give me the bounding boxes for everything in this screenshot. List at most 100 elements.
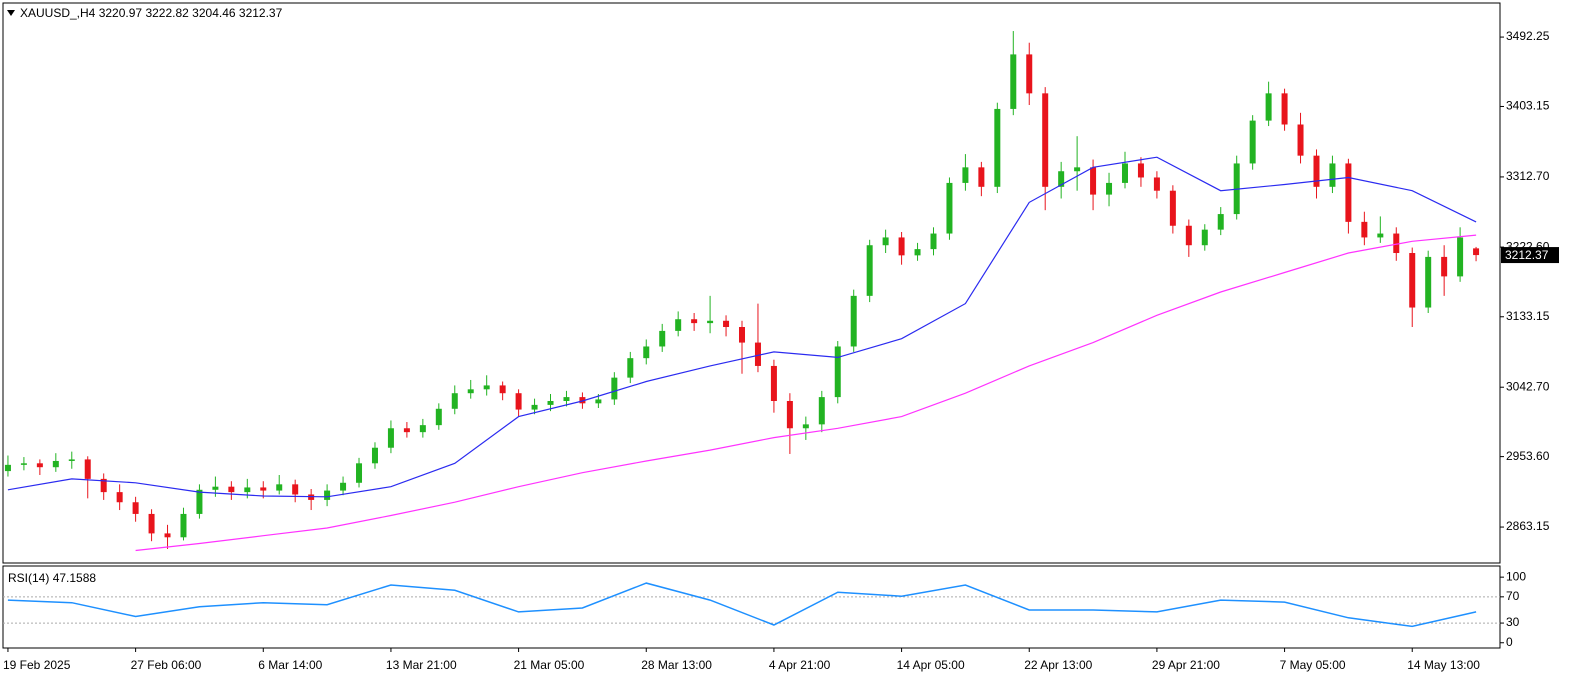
x-tick-label: 13 Mar 21:00 — [386, 658, 457, 672]
candle-body — [1409, 253, 1416, 308]
candle-body — [946, 182, 953, 234]
candle-body — [419, 425, 426, 433]
candle-body — [196, 489, 203, 514]
candle-body — [739, 327, 746, 343]
rsi-tick-label: 70 — [1506, 589, 1520, 603]
candle-body — [1185, 225, 1192, 246]
candle-body — [1329, 163, 1336, 187]
candle-body — [818, 397, 825, 425]
y-tick-label: 3492.25 — [1506, 29, 1550, 43]
candle-body — [1313, 155, 1320, 187]
candle-body — [531, 404, 538, 410]
y-tick-label: 3403.15 — [1506, 99, 1550, 113]
candle-body — [1281, 93, 1288, 125]
candle-body — [962, 167, 969, 183]
candle-body — [1425, 256, 1432, 308]
candle-body — [611, 377, 618, 400]
candle-body — [467, 389, 474, 394]
candle-body — [1297, 124, 1304, 156]
x-tick-label: 28 Mar 13:00 — [641, 658, 712, 672]
candle-body — [707, 320, 714, 324]
x-tick-label: 22 Apr 13:00 — [1024, 658, 1092, 672]
candle-body — [898, 237, 905, 256]
candle-body — [132, 502, 139, 514]
candle-body — [994, 108, 1001, 187]
axes: 3492.253403.153312.703222.603133.153042.… — [3, 29, 1559, 672]
rsi-line — [7, 582, 1477, 628]
candle-body — [1026, 54, 1033, 94]
candle-body — [36, 463, 43, 468]
candle-body — [659, 330, 666, 347]
candle-body — [627, 358, 634, 378]
candle-body — [1249, 120, 1256, 164]
x-tick-label: 19 Feb 2025 — [3, 658, 71, 672]
candle-body — [68, 459, 75, 461]
open: 3220.97 — [99, 6, 143, 20]
rsi-plot — [3, 582, 1500, 628]
candle-body — [228, 486, 235, 493]
candle-body — [371, 447, 378, 464]
moving-average — [135, 234, 1477, 552]
candle-body — [84, 459, 91, 479]
candle-body — [643, 346, 650, 359]
candle-body — [754, 342, 761, 366]
candle-body — [1074, 167, 1081, 172]
candle-body — [20, 463, 27, 465]
candle-body — [356, 463, 363, 483]
rsi-label: RSI(14) — [8, 571, 49, 585]
candle-body — [515, 393, 522, 410]
y-tick-label: 3042.70 — [1506, 379, 1550, 393]
y-tick-label: 3312.70 — [1506, 169, 1550, 183]
candle-body — [547, 400, 554, 405]
candle-body — [786, 400, 793, 429]
x-tick-label: 14 May 13:00 — [1407, 658, 1480, 672]
candle-body — [52, 460, 59, 468]
candle-body — [1090, 167, 1097, 195]
candle-body — [324, 490, 331, 500]
close: 3212.37 — [239, 6, 283, 20]
candle-body — [1441, 256, 1448, 277]
rsi-tick-label: 100 — [1506, 569, 1526, 583]
candle-body — [180, 513, 187, 538]
candle-body — [1201, 229, 1208, 246]
candle-body — [212, 486, 219, 490]
candle-body — [1361, 221, 1368, 238]
rsi-value: 47.1588 — [53, 571, 97, 585]
y-tick-label: 2863.15 — [1506, 519, 1550, 533]
candle-body — [579, 397, 586, 404]
candle-body — [116, 492, 123, 503]
candle-body — [595, 399, 602, 404]
candle-body — [866, 245, 873, 296]
x-tick-label: 4 Apr 21:00 — [769, 658, 831, 672]
candle-body — [1121, 163, 1128, 183]
candle-body — [100, 478, 107, 493]
rsi-tick-label: 0 — [1506, 635, 1513, 649]
price-plot — [4, 31, 1480, 552]
candle-body — [978, 167, 985, 187]
candle-body — [451, 393, 458, 409]
candle-body — [435, 408, 442, 426]
low: 3204.46 — [192, 6, 236, 20]
x-tick-label: 29 Apr 21:00 — [1152, 658, 1220, 672]
y-tick-label: 3133.15 — [1506, 309, 1550, 323]
candle-body — [802, 424, 809, 429]
main-pane — [2, 2, 1501, 564]
candle-body — [691, 319, 698, 324]
candle-body — [914, 249, 921, 256]
rsi-header: RSI(14) 47.1588 — [8, 571, 96, 585]
candle-body — [1217, 214, 1224, 230]
x-tick-label: 21 Mar 05:00 — [514, 658, 585, 672]
candle-body — [499, 385, 506, 394]
high: 3222.82 — [145, 6, 189, 20]
moving-average — [7, 156, 1477, 498]
candle-body — [1265, 93, 1272, 121]
candle-body — [1457, 237, 1464, 277]
candle-body — [834, 346, 841, 398]
candle-body — [770, 365, 777, 401]
candle-body — [292, 484, 299, 495]
candle-body — [164, 533, 171, 538]
rsi-pane — [2, 565, 1501, 649]
candle-body — [850, 295, 857, 347]
candle-body — [930, 233, 937, 250]
